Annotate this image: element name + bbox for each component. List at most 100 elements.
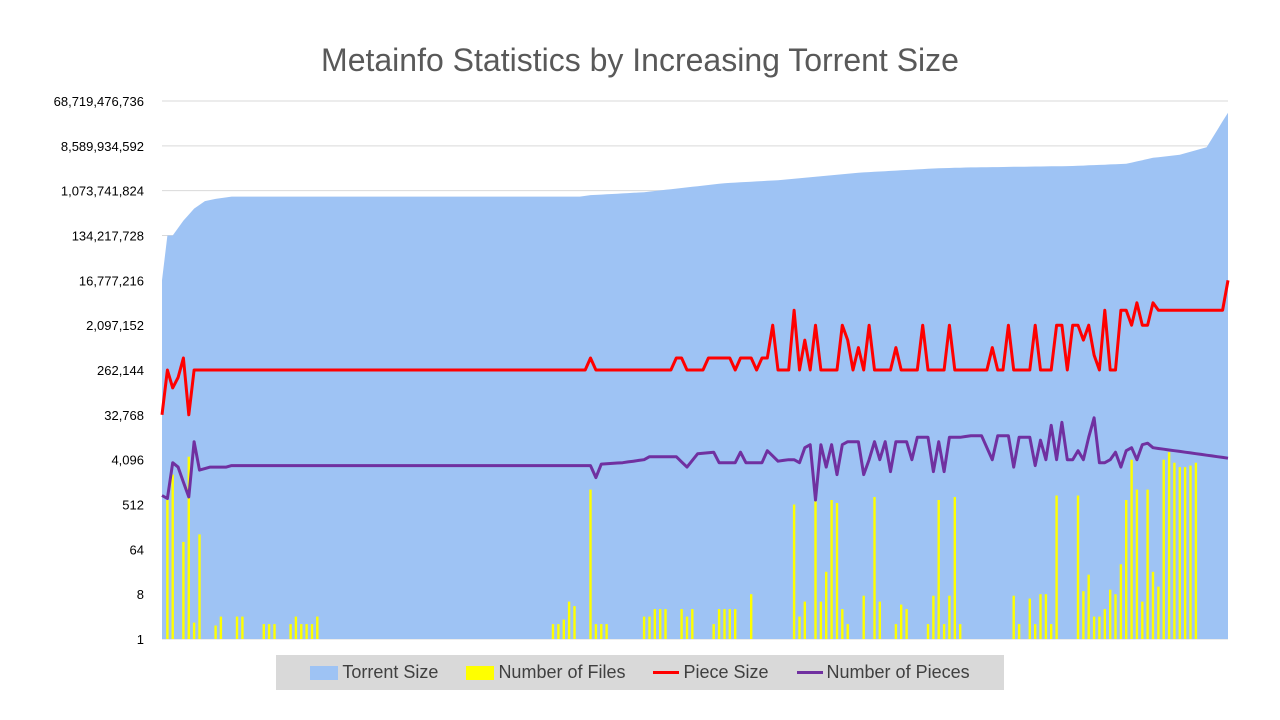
y-tick-label: 64	[130, 542, 144, 557]
files-bar	[717, 609, 721, 639]
files-bar	[1039, 594, 1042, 639]
files-bar	[1119, 564, 1123, 639]
files-bar	[1141, 601, 1144, 639]
files-bar	[862, 595, 865, 639]
files-bar	[841, 609, 844, 639]
files-bar	[653, 609, 656, 639]
files-bar	[1194, 462, 1198, 639]
files-bar	[192, 622, 196, 639]
legend-swatch	[653, 671, 680, 674]
files-bar	[605, 624, 608, 639]
torrent-size-area-path	[162, 112, 1228, 639]
files-bar	[1098, 616, 1101, 639]
files-bar	[273, 624, 276, 639]
files-bar	[562, 619, 565, 639]
files-bar	[567, 601, 571, 639]
files-bar	[798, 616, 801, 639]
legend-swatch	[466, 665, 495, 680]
files-bar	[198, 534, 201, 639]
files-bar	[664, 609, 667, 639]
files-bar	[750, 594, 753, 639]
files-bar	[267, 624, 271, 639]
files-bar	[305, 624, 308, 639]
files-bar	[1189, 465, 1192, 639]
files-bar	[926, 624, 930, 639]
files-bar	[1103, 609, 1106, 639]
files-bar	[171, 474, 174, 639]
legend-item: Number of Files	[466, 662, 625, 683]
files-bar	[942, 624, 946, 639]
files-bar	[825, 571, 828, 640]
files-bar	[680, 609, 683, 639]
files-bar	[1125, 500, 1128, 639]
legend-item: Number of Pieces	[796, 662, 970, 683]
files-bar	[819, 601, 823, 639]
files-bar	[659, 609, 662, 639]
files-bar	[241, 616, 244, 639]
files-bar	[937, 500, 940, 639]
chart-title: Metainfo Statistics by Increasing Torren…	[321, 42, 959, 78]
files-bar	[1109, 589, 1112, 639]
files-bar	[294, 616, 298, 639]
files-bar	[723, 609, 726, 639]
files-bar	[235, 616, 239, 639]
y-tick-label: 68,719,476,736	[54, 94, 144, 109]
files-bar	[166, 500, 169, 639]
y-tick-label: 32,768	[104, 408, 144, 423]
legend-label: Piece Size	[683, 662, 769, 682]
files-bar	[1178, 467, 1181, 639]
files-bar	[1146, 489, 1149, 639]
files-bar	[648, 616, 651, 639]
files-bar	[300, 624, 303, 639]
files-bar	[905, 609, 908, 639]
files-bar	[219, 616, 223, 639]
y-tick-label: 1	[137, 632, 144, 647]
torrent-size-area	[162, 112, 1228, 639]
files-bar	[1017, 624, 1021, 639]
files-bar	[1055, 495, 1058, 639]
files-bar	[557, 624, 560, 639]
y-tick-label: 16,777,216	[79, 273, 144, 288]
files-bar	[712, 624, 715, 639]
files-bar	[1183, 467, 1187, 639]
files-bar	[1151, 571, 1155, 640]
line-series	[160, 280, 1230, 502]
files-bar	[959, 624, 962, 639]
files-bar	[691, 609, 694, 639]
files-bar	[835, 503, 839, 639]
files-bar	[728, 609, 731, 639]
number-of-pieces-line	[161, 416, 1229, 502]
y-tick-label: 8	[137, 587, 144, 602]
files-bar	[310, 624, 314, 639]
y-axis-ticks: 1 8 64 512 4,096 32,768 262,144 2,097,152 16,777…	[54, 94, 144, 647]
files-bar	[214, 625, 217, 639]
y-tick-label: 4,096	[111, 453, 144, 468]
files-bar	[948, 595, 951, 639]
legend: Torrent Size Number of Files Piece Size Num…	[276, 655, 1004, 690]
files-bar	[1130, 459, 1133, 639]
y-tick-label: 8,589,934,592	[61, 139, 144, 154]
files-bar	[734, 609, 737, 639]
files-bar	[316, 616, 319, 639]
files-bar	[1012, 595, 1015, 639]
files-bar	[1092, 616, 1096, 639]
files-bar	[803, 601, 806, 639]
legend-label: Number of Files	[498, 662, 626, 682]
files-bar	[600, 624, 603, 639]
files-bar	[1082, 591, 1085, 639]
files-bar	[1076, 495, 1080, 639]
legend-item: Piece Size	[653, 662, 769, 683]
files-bar	[1114, 594, 1117, 639]
number-of-files-bars	[166, 452, 1198, 640]
files-bar	[1028, 598, 1031, 639]
files-bar	[182, 541, 185, 639]
y-tick-label: 134,217,728	[72, 229, 144, 244]
files-bar	[573, 606, 576, 639]
files-bar	[1162, 459, 1165, 639]
files-bar	[594, 624, 598, 639]
files-bar	[953, 497, 956, 639]
files-bar	[289, 624, 292, 639]
files-bar	[846, 624, 849, 639]
files-bar	[878, 601, 881, 639]
